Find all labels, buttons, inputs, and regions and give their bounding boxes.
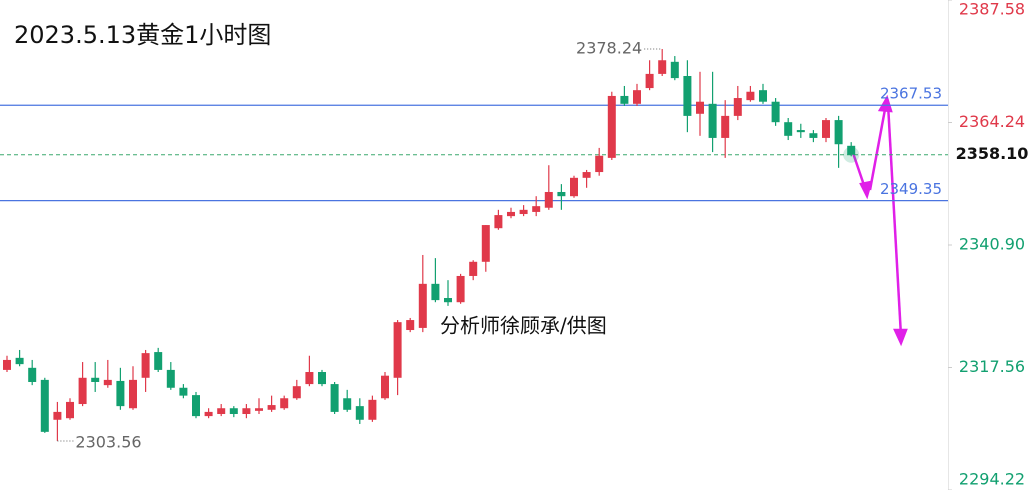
candle-body: [494, 215, 503, 229]
candle-body: [280, 398, 289, 409]
candle-body: [166, 369, 175, 388]
arrow-up: [868, 103, 888, 191]
candle-body: [683, 75, 692, 116]
y-tick-label: 2364.24: [959, 112, 1025, 131]
candle-body: [696, 101, 704, 114]
candle-body: [796, 130, 805, 133]
candle-body: [418, 283, 427, 328]
high-annotation: 2378.24: [576, 39, 642, 58]
arrow-down-long: [886, 103, 903, 337]
candle-body: [481, 225, 490, 262]
candle-body: [822, 120, 830, 138]
candle-body: [204, 411, 213, 417]
candle-body: [116, 380, 125, 407]
candle-body: [809, 133, 818, 138]
candle-body: [595, 155, 604, 173]
candle-body: [192, 395, 200, 417]
y-tick-label: 2294.22: [959, 470, 1025, 489]
candle-body: [28, 367, 37, 382]
candle-body: [15, 357, 24, 365]
y-tick-label: 2317.56: [959, 357, 1025, 376]
y-tick-label: 2387.58: [959, 0, 1025, 19]
candle-body: [645, 73, 654, 89]
candle-body: [103, 379, 112, 386]
candle-body: [78, 377, 87, 405]
candle-body: [708, 103, 717, 138]
level-label: 2367.53: [880, 85, 942, 103]
candle-body: [179, 387, 188, 396]
candle-body: [406, 320, 415, 331]
candle-body: [519, 209, 528, 215]
candle-body: [784, 122, 793, 136]
candle-body: [242, 408, 251, 415]
candle-body: [532, 206, 541, 212]
candle-body: [267, 405, 276, 410]
candle-body: [3, 359, 11, 370]
candle-body: [582, 172, 591, 178]
candle-body: [330, 384, 339, 412]
candle-body: [355, 406, 364, 420]
candle-body: [343, 398, 352, 410]
candle-body: [570, 177, 578, 197]
candle-body: [368, 399, 377, 420]
candle-body: [733, 98, 742, 116]
candle-body: [393, 322, 402, 378]
candle-body: [305, 372, 314, 385]
candle-body: [507, 211, 515, 217]
candle-body: [292, 386, 301, 399]
candle-body: [229, 408, 238, 415]
candle-body: [658, 60, 667, 74]
watermark: 分析师徐顾承/供图: [440, 314, 607, 338]
candle-body: [456, 275, 465, 303]
candle-body: [217, 408, 226, 415]
candle-body: [834, 120, 843, 145]
candle-body: [141, 353, 150, 378]
last-price-glow: [843, 146, 860, 163]
arrow-head: [893, 328, 908, 347]
candle-body: [544, 191, 553, 208]
forecast-arrows: [850, 94, 908, 347]
candle-body: [847, 145, 856, 155]
candle-body: [721, 115, 730, 138]
candle-body: [670, 61, 679, 79]
candle-body: [746, 91, 755, 101]
candle-body: [557, 191, 566, 197]
candle-body: [381, 375, 389, 399]
candle-body: [469, 261, 478, 276]
candle-body: [154, 352, 163, 370]
candle-body: [771, 101, 780, 123]
candle-body: [607, 95, 616, 158]
candle-body: [53, 411, 62, 420]
candle-body: [318, 372, 326, 385]
candle-body: [759, 90, 767, 102]
candle-body: [91, 377, 100, 382]
candle-body: [444, 298, 452, 303]
candle-body: [620, 95, 629, 104]
level-label: 2349.35: [880, 180, 942, 198]
candle-body: [255, 408, 263, 411]
candle-body: [633, 90, 641, 104]
candle-body: [129, 379, 137, 409]
candle-body: [431, 283, 440, 301]
candle-body: [40, 379, 49, 432]
candle-body: [66, 401, 74, 419]
chart-title: 2023.5.13黄金1小时图: [14, 21, 271, 49]
low-annotation: 2303.56: [75, 432, 141, 451]
last-price-label: 2358.10: [956, 144, 1029, 163]
y-tick-label: 2340.90: [959, 235, 1025, 254]
